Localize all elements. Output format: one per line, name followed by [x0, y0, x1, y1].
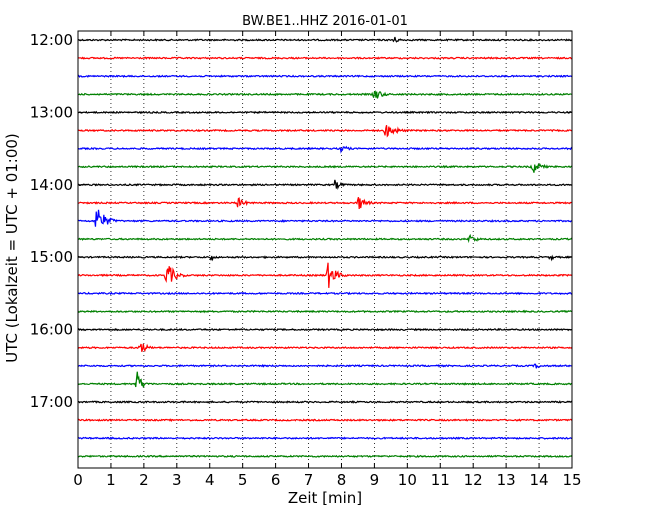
- x-tick-label: 15: [562, 471, 581, 489]
- x-tick-label: 4: [205, 471, 215, 489]
- trace-1530: [77, 291, 573, 296]
- trace-1700: [77, 400, 573, 404]
- trace-1600: [77, 327, 573, 332]
- y-tick-label: 13:00: [30, 103, 73, 121]
- trace-1715: [77, 418, 573, 422]
- x-tick-label: 1: [106, 471, 116, 489]
- x-tick-label: 13: [497, 471, 516, 489]
- y-tick-label: 12:00: [30, 31, 73, 49]
- grid: [110, 31, 540, 468]
- x-tick-label: 10: [398, 471, 417, 489]
- trace-1400: [77, 179, 573, 191]
- trace-1445: [77, 233, 573, 244]
- trace-1730: [77, 436, 573, 441]
- y-tick-label: 16:00: [30, 321, 73, 339]
- traces: [77, 36, 573, 458]
- trace-1615: [77, 343, 573, 353]
- trace-1515: [77, 262, 573, 288]
- plot-frame: [77, 30, 573, 469]
- trace-1345: [77, 163, 573, 173]
- trace-1630: [77, 363, 573, 369]
- y-tick-label: 17:00: [30, 393, 73, 411]
- trace-1745: [77, 454, 573, 458]
- trace-1430: [77, 209, 573, 227]
- trace-1500: [77, 254, 573, 262]
- x-tick-label: 3: [172, 471, 182, 489]
- x-tick-label: 0: [73, 471, 83, 489]
- y-axis-label: UTC (Lokalzeit = UTC + 01:00): [3, 133, 21, 363]
- x-tick-label: 14: [530, 471, 549, 489]
- y-tick-label: 14:00: [30, 176, 73, 194]
- x-tick-label: 11: [431, 471, 450, 489]
- trace-1545: [77, 309, 573, 314]
- trace-1315: [77, 124, 573, 138]
- x-tick-label: 8: [337, 471, 347, 489]
- trace-1230: [77, 74, 573, 78]
- trace-1200: [77, 36, 573, 43]
- trace-1645: [77, 371, 573, 388]
- x-tick-label: 6: [271, 471, 281, 489]
- chart-title: BW.BE1..HHZ 2016-01-01: [242, 14, 408, 29]
- x-axis-label: Zeit [min]: [288, 489, 362, 507]
- y-axis: 12:00 13:00 14:00 15:00 16:00 17:00: [30, 31, 572, 411]
- x-axis: 0 1 2 3 4 5 6 7 8 9 10 11 12 13 14 15: [73, 31, 582, 489]
- trace-1415: [77, 197, 573, 210]
- trace-1215: [77, 56, 573, 60]
- x-tick-label: 7: [304, 471, 314, 489]
- y-tick-label: 15:00: [30, 248, 73, 266]
- trace-1245: [77, 90, 573, 99]
- trace-1330: [77, 145, 573, 154]
- x-tick-label: 12: [464, 471, 483, 489]
- trace-1300: [77, 110, 573, 115]
- x-tick-label: 2: [139, 471, 149, 489]
- x-tick-label: 5: [238, 471, 248, 489]
- x-tick-label: 9: [370, 471, 380, 489]
